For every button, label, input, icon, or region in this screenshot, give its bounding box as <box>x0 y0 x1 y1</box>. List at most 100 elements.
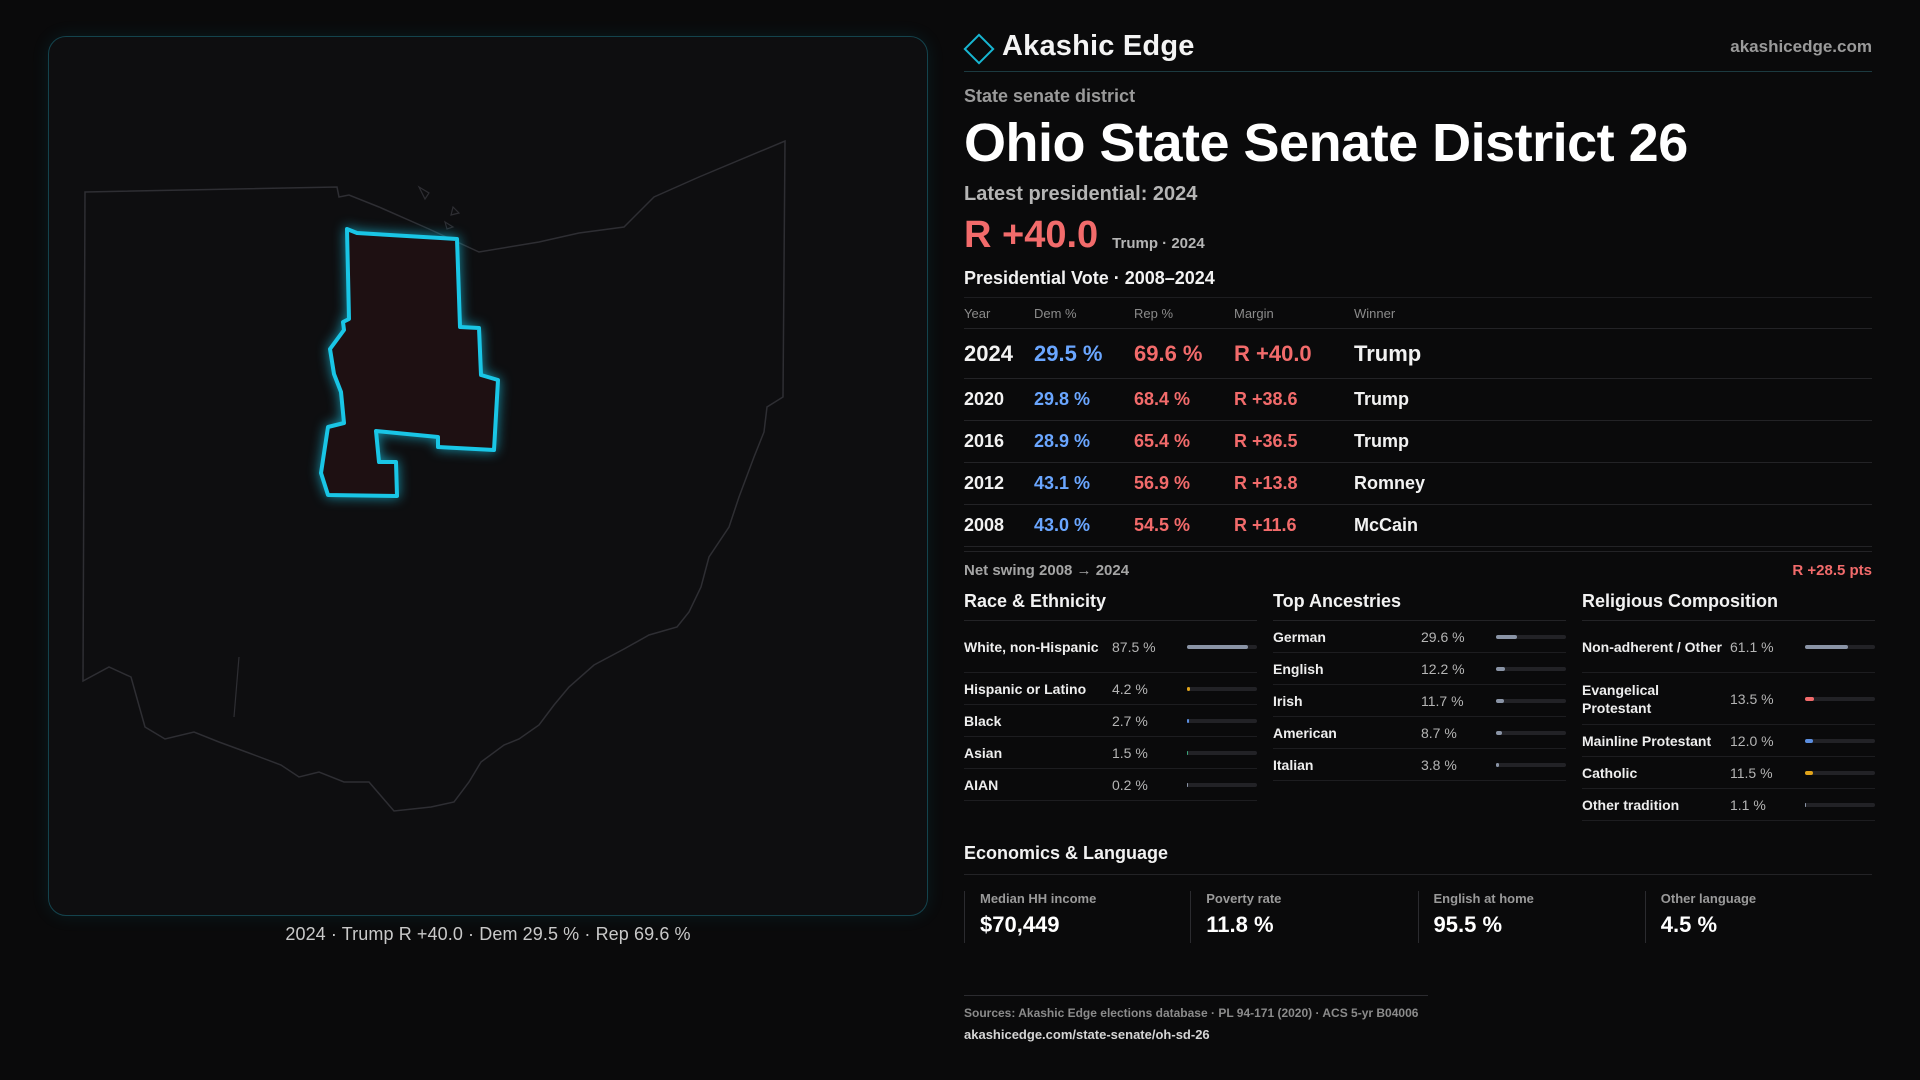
econ-label: Median HH income <box>980 891 1097 907</box>
cell-rep: 69.6 % <box>1134 340 1203 366</box>
row-bar-fill <box>1496 762 1499 767</box>
list-item: White, non-Hispanic 87.5 % <box>964 621 1257 674</box>
table-row: 2008 43.0 % 54.5 % R +11.6 McCain <box>964 505 1872 548</box>
row-value: 1.1 % <box>1730 796 1766 813</box>
row-label: Catholic <box>1582 764 1638 781</box>
econ-value: 4.5 % <box>1660 912 1718 938</box>
page-title: Ohio State Senate District 26 <box>964 113 1688 173</box>
row-bar-fill <box>1805 802 1806 807</box>
table-row: 2016 28.9 % 65.4 % R +36.5 Trump <box>964 421 1872 464</box>
row-label: Asian <box>964 744 1003 761</box>
row-value: 61.1 % <box>1730 638 1774 655</box>
row-label: Black <box>964 712 1002 729</box>
econ-english-at-home: English at home 95.5 % <box>1417 891 1645 944</box>
map-panel[interactable] <box>48 36 928 916</box>
cell-winner: Romney <box>1354 473 1426 494</box>
list-item: Non-adherent / Other 61.1 % <box>1582 621 1875 674</box>
row-value: 1.5 % <box>1112 744 1148 761</box>
col-margin: Margin <box>1234 305 1274 321</box>
swing-label: Net swing 2008 → 2024 <box>964 562 1130 580</box>
row-bar <box>1805 802 1875 807</box>
row-value: 2.7 % <box>1112 712 1148 729</box>
row-bar <box>1496 698 1566 703</box>
list-item: German 29.6 % <box>1273 621 1566 654</box>
swing-value: R +28.5 pts <box>1792 562 1872 580</box>
net-swing: Net swing 2008 → 2024 R +28.5 pts <box>964 551 1872 579</box>
brand[interactable]: Akashic Edge <box>964 30 1195 63</box>
row-value: 11.7 % <box>1421 692 1464 709</box>
row-bar <box>1805 644 1875 649</box>
row-bar <box>1805 696 1875 701</box>
ancestry-title: Top Ancestries <box>1273 591 1566 622</box>
row-label: English <box>1273 660 1324 677</box>
demographics: Race & Ethnicity White, non-Hispanic 87.… <box>964 591 1875 822</box>
econ-label: Poverty rate <box>1206 891 1282 907</box>
district-26-shape[interactable] <box>319 227 500 498</box>
cell-year: 2008 <box>964 515 1005 536</box>
econ-median-income: Median HH income $70,449 <box>964 891 1190 944</box>
col-dem: Dem % <box>1034 305 1077 321</box>
table-row: 2024 29.5 % 69.6 % R +40.0 Trump <box>964 329 1872 380</box>
brand-url-link[interactable]: akashicedge.com <box>1730 36 1872 56</box>
row-bar <box>1187 718 1257 723</box>
cell-rep: 54.5 % <box>1134 515 1191 536</box>
row-value: 12.2 % <box>1421 660 1465 677</box>
cell-dem: 28.9 % <box>1034 431 1091 452</box>
econ-label: English at home <box>1433 891 1534 907</box>
row-bar-fill <box>1187 750 1189 755</box>
headline-margin: R +40.0 Trump · 2024 <box>964 216 1872 254</box>
lake-islands <box>417 185 461 230</box>
row-label: Italian <box>1273 756 1314 773</box>
row-bar-fill <box>1805 644 1848 649</box>
sources-text: Sources: Akashic Edge elections database… <box>964 1006 1419 1020</box>
list-item: English 12.2 % <box>1273 653 1566 686</box>
row-bar-fill <box>1187 644 1249 649</box>
list-item: Catholic 11.5 % <box>1582 757 1875 790</box>
econ-other-language: Other language 4.5 % <box>1644 891 1872 944</box>
cell-dem: 29.8 % <box>1034 389 1091 410</box>
row-value: 29.6 % <box>1421 628 1465 645</box>
list-item: Black 2.7 % <box>964 705 1257 738</box>
brand-name: Akashic Edge <box>1002 30 1195 62</box>
state-outline <box>82 139 786 812</box>
row-value: 4.2 % <box>1112 680 1148 697</box>
row-label: American <box>1273 724 1337 741</box>
row-label: Mainline Protestant <box>1582 732 1712 749</box>
map-caption: 2024 · Trump R +40.0 · Dem 29.5 % · Rep … <box>285 924 691 944</box>
margin-subtitle: Trump · 2024 <box>1112 235 1205 253</box>
row-bar <box>1187 750 1257 755</box>
race-title: Race & Ethnicity <box>964 591 1257 622</box>
col-rep: Rep % <box>1134 305 1174 321</box>
row-bar <box>1496 762 1566 767</box>
row-bar <box>1187 686 1257 691</box>
cell-margin: R +36.5 <box>1234 431 1298 452</box>
row-label: German <box>1273 628 1326 645</box>
row-bar-fill <box>1187 718 1189 723</box>
list-item: Other tradition 1.1 % <box>1582 789 1875 822</box>
row-label: Irish <box>1273 692 1303 709</box>
list-item: Italian 3.8 % <box>1273 749 1566 782</box>
votes-section-title: Presidential Vote · 2008–2024 <box>964 268 1215 289</box>
col-winner: Winner <box>1354 305 1396 321</box>
economics-grid: Median HH income $70,449 Poverty rate 11… <box>964 891 1872 944</box>
row-bar-fill <box>1187 782 1188 787</box>
district-map[interactable] <box>49 37 928 916</box>
cell-rep: 65.4 % <box>1134 431 1191 452</box>
economics-title: Economics & Language <box>964 843 1872 876</box>
row-bar <box>1496 666 1566 671</box>
list-item: American 8.7 % <box>1273 717 1566 750</box>
row-bar-fill <box>1805 770 1814 775</box>
race-ethnicity-column: Race & Ethnicity White, non-Hispanic 87.… <box>964 591 1257 821</box>
econ-value: $70,449 <box>980 912 1060 938</box>
econ-label: Other language <box>1660 891 1757 907</box>
votes-table: Year Dem % Rep % Margin Winner 2024 29.5… <box>964 297 1872 548</box>
row-bar-fill <box>1496 730 1503 735</box>
page-url-link[interactable]: akashicedge.com/state-senate/oh-sd-26 <box>964 1027 1210 1042</box>
cell-year: 2024 <box>964 340 1013 366</box>
table-row: 2012 43.1 % 56.9 % R +13.8 Romney <box>964 463 1872 506</box>
cell-year: 2012 <box>964 473 1005 494</box>
row-label: Evangelical Protestant <box>1582 681 1660 716</box>
econ-poverty-rate: Poverty rate 11.8 % <box>1190 891 1417 944</box>
econ-value: 95.5 % <box>1433 912 1503 938</box>
list-item: Evangelical Protestant 13.5 % <box>1582 673 1875 726</box>
